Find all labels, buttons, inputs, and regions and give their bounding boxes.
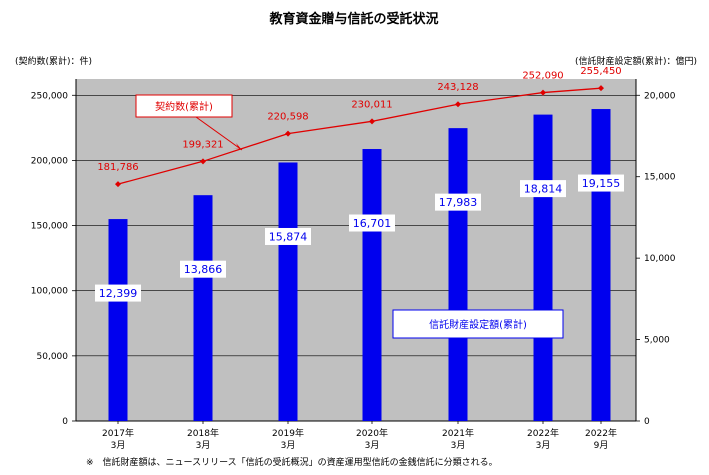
bar bbox=[108, 219, 128, 421]
right-tick-label: 0 bbox=[644, 417, 650, 427]
legend-line-arrowhead bbox=[233, 143, 242, 150]
legend-bar-label: 信託財産設定額(累計) bbox=[429, 318, 527, 331]
legend-line-label: 契約数(累計) bbox=[155, 100, 213, 113]
line-marker bbox=[369, 118, 375, 125]
left-tick-label: 200,000 bbox=[31, 156, 68, 166]
bar-value-label: 17,983 bbox=[439, 196, 478, 209]
x-tick-label-year: 2019年 bbox=[272, 427, 304, 439]
left-tick-label: 0 bbox=[62, 417, 68, 427]
bar-label-box bbox=[349, 214, 395, 232]
x-tick-label-month: 3月 bbox=[365, 440, 380, 451]
footnote: ※ 信託財産額は、ニュースリリース「信託の受託概況」の資産運用型信託の金銭信託に… bbox=[86, 456, 498, 468]
line-marker bbox=[115, 181, 121, 188]
bar bbox=[448, 128, 468, 421]
bar-label-box bbox=[435, 193, 481, 211]
x-tick-label-year: 2020年 bbox=[356, 427, 388, 439]
bar-value-label: 19,155 bbox=[582, 177, 621, 190]
x-tick-label-year: 2022年 bbox=[527, 427, 559, 439]
x-tick-label-month: 3月 bbox=[196, 440, 211, 451]
line-value-label: 230,011 bbox=[351, 99, 392, 110]
chart-title: 教育資金贈与信託の受託状況 bbox=[268, 11, 438, 27]
bar-label-box bbox=[520, 180, 566, 198]
left-tick-label: 150,000 bbox=[31, 222, 68, 232]
bar bbox=[533, 114, 553, 421]
x-tick-label-month: 9月 bbox=[594, 440, 609, 451]
bar-value-label: 16,701 bbox=[353, 217, 392, 230]
right-axis-label: (信託財産設定額(累計)：億円) bbox=[575, 55, 697, 67]
line-marker bbox=[540, 89, 546, 96]
x-tick-label-year: 2018年 bbox=[187, 427, 219, 439]
bar bbox=[591, 109, 611, 421]
bar-label-box bbox=[265, 227, 311, 245]
legend-line-pointer bbox=[195, 116, 243, 151]
right-tick-label: 20,000 bbox=[644, 91, 676, 101]
bar-label-box bbox=[180, 260, 226, 278]
line-value-label: 243,128 bbox=[437, 82, 478, 93]
line-value-label: 255,450 bbox=[580, 66, 621, 77]
bar bbox=[278, 162, 298, 421]
line-marker bbox=[598, 85, 604, 92]
line-marker bbox=[455, 101, 461, 108]
bar bbox=[362, 149, 382, 422]
line-value-label: 220,598 bbox=[267, 112, 308, 123]
bar-value-label: 12,399 bbox=[99, 287, 138, 300]
bar-label-box bbox=[578, 174, 624, 192]
line-marker bbox=[200, 158, 206, 165]
right-tick-label: 15,000 bbox=[644, 173, 676, 183]
line-marker bbox=[285, 130, 291, 137]
x-tick-label-month: 3月 bbox=[111, 440, 126, 451]
left-tick-label: 100,000 bbox=[31, 287, 68, 297]
line-value-label: 252,090 bbox=[522, 71, 563, 82]
x-tick-label-year: 2021年 bbox=[442, 427, 474, 439]
x-tick-label-month: 3月 bbox=[536, 440, 551, 451]
bar-value-label: 15,874 bbox=[269, 230, 308, 243]
line-value-label: 199,321 bbox=[182, 139, 223, 150]
left-tick-label: 50,000 bbox=[37, 352, 69, 362]
left-tick-label: 250,000 bbox=[31, 91, 68, 101]
right-tick-label: 5,000 bbox=[644, 336, 670, 346]
bar-label-box bbox=[95, 284, 141, 302]
x-tick-label-month: 3月 bbox=[281, 440, 296, 451]
bar-value-label: 18,814 bbox=[524, 183, 563, 196]
x-tick-label-year: 2022年 bbox=[585, 427, 617, 439]
bar bbox=[193, 195, 213, 421]
left-axis-label: (契約数(累計)：件) bbox=[15, 55, 92, 67]
bar-value-label: 13,866 bbox=[184, 263, 223, 276]
x-tick-label-year: 2017年 bbox=[102, 427, 134, 439]
x-tick-label-month: 3月 bbox=[451, 440, 466, 451]
legend-line-box: 契約数(累計) bbox=[135, 94, 243, 151]
line-value-label: 181,786 bbox=[97, 162, 138, 173]
right-tick-label: 10,000 bbox=[644, 254, 676, 264]
legend-bar-box: 信託財産設定額(累計) bbox=[392, 309, 564, 339]
